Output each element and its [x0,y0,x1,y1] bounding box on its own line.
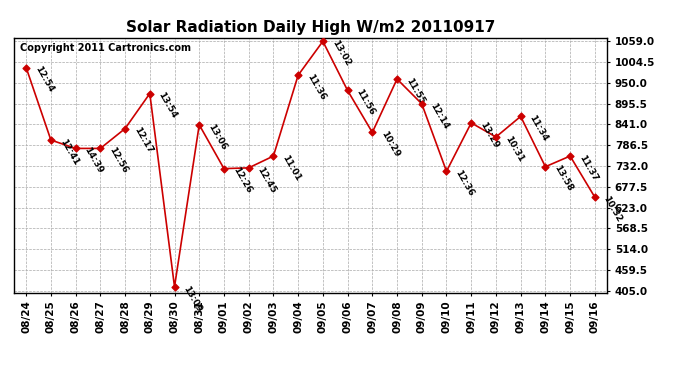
Text: 12:14: 12:14 [428,101,451,130]
Text: 12:54: 12:54 [33,65,55,94]
Text: 10:31: 10:31 [503,134,525,164]
Point [589,194,600,200]
Text: 12:17: 12:17 [132,126,154,155]
Point [564,153,575,159]
Text: 12:45: 12:45 [255,165,278,195]
Text: 11:37: 11:37 [577,153,599,183]
Point [416,101,427,107]
Text: 12:56: 12:56 [107,146,130,175]
Text: 10:29: 10:29 [380,130,402,159]
Text: 13:29: 13:29 [478,120,500,150]
Title: Solar Radiation Daily High W/m2 20110917: Solar Radiation Daily High W/m2 20110917 [126,20,495,35]
Text: 10:32: 10:32 [602,194,624,224]
Text: 13:09: 13:09 [181,284,204,313]
Point [540,164,551,170]
Point [144,90,155,96]
Point [219,166,230,172]
Point [491,134,502,140]
Point [119,126,130,132]
Point [194,122,205,128]
Point [169,284,180,290]
Point [317,38,328,44]
Point [367,129,378,135]
Point [70,146,81,152]
Point [441,168,452,174]
Point [466,120,477,126]
Point [21,64,32,70]
Text: 14:39: 14:39 [83,146,105,175]
Text: 12:26: 12:26 [231,166,253,195]
Point [515,113,526,119]
Text: 13:58: 13:58 [552,164,575,193]
Point [243,165,254,171]
Text: 11:01: 11:01 [280,153,302,183]
Text: 13:54: 13:54 [157,91,179,120]
Text: Copyright 2011 Cartronics.com: Copyright 2011 Cartronics.com [20,43,190,52]
Text: 13:02: 13:02 [330,39,352,68]
Text: 13:06: 13:06 [206,122,228,151]
Text: 11:36: 11:36 [305,72,327,102]
Text: 11:34: 11:34 [528,114,550,143]
Text: 12:36: 12:36 [453,168,475,198]
Text: 11:55: 11:55 [404,76,426,105]
Point [391,76,402,82]
Point [342,87,353,93]
Point [46,137,57,143]
Point [268,153,279,159]
Point [293,72,304,78]
Text: 11:56: 11:56 [355,88,377,117]
Text: 12:41: 12:41 [58,137,80,166]
Point [95,146,106,152]
